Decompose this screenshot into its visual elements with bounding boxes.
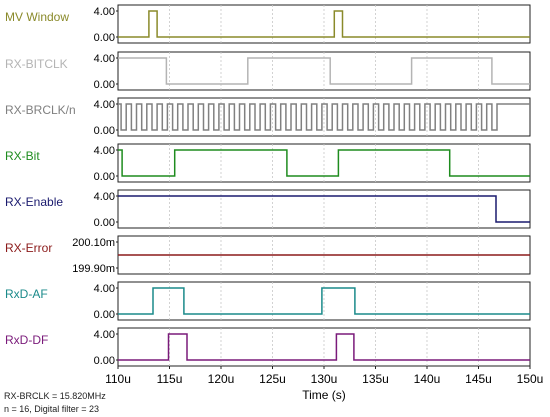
y-tick-bottom-rxd-df: 0.00 (94, 355, 115, 367)
x-tick-label: 125u (259, 372, 286, 386)
x-tick-label: 150u (517, 372, 544, 386)
signal-label-rx-bitclk: RX-BITCLK (5, 57, 68, 71)
y-tick-bottom-rx-bitclk: 0.00 (94, 79, 115, 91)
signal-label-rx-error: RX-Error (5, 241, 52, 255)
y-tick-bottom-rx-brclk-n: 0.00 (94, 125, 115, 137)
y-tick-top-rx-bit: 4.00 (94, 145, 115, 157)
signal-label-rx-enable: RX-Enable (5, 195, 63, 209)
x-tick-label: 115u (157, 372, 183, 386)
y-tick-top-rx-bitclk: 4.00 (94, 53, 115, 65)
signal-label-mv-window: MV Window (5, 10, 69, 24)
trace-mv-window (118, 10, 530, 38)
y-tick-top-rxd-df: 4.00 (94, 329, 115, 341)
note-brclk: RX-BRCLK = 15.820MHz (4, 391, 106, 401)
trace-rx-bitclk (118, 57, 530, 85)
x-axis-title: Time (s) (302, 388, 346, 402)
x-tick-label: 130u (311, 372, 338, 386)
y-tick-top-rx-brclk-n: 4.00 (94, 99, 115, 111)
trace-rxd-af (118, 287, 530, 315)
trace-rx-bit (118, 149, 530, 177)
signal-label-rxd-df: RxD-DF (5, 333, 48, 347)
x-tick-label: 145u (465, 372, 492, 386)
y-tick-bottom-rx-bit: 0.00 (94, 171, 115, 183)
x-tick-label: 140u (414, 372, 441, 386)
y-tick-bottom-rx-enable: 0.00 (94, 217, 115, 229)
trace-rxd-df (118, 333, 530, 361)
x-tick-label: 110u (105, 372, 131, 386)
y-tick-top-mv-window: 4.00 (94, 6, 115, 18)
x-tick-label: 135u (362, 372, 389, 386)
signal-label-rx-bit: RX-Bit (5, 149, 40, 163)
trace-rx-enable (118, 195, 530, 223)
trace-rx-brclk-n (118, 103, 530, 131)
note-filter: n = 16, Digital filter = 23 (4, 404, 100, 414)
y-tick-bottom-rxd-af: 0.00 (94, 309, 115, 321)
y-tick-top-rx-error: 200.10m (72, 237, 115, 249)
signal-label-rxd-af: RxD-AF (5, 287, 48, 301)
y-tick-bottom-mv-window: 0.00 (94, 32, 115, 44)
y-tick-top-rx-enable: 4.00 (94, 191, 115, 203)
y-tick-top-rxd-af: 4.00 (94, 283, 115, 295)
x-tick-label: 120u (208, 372, 235, 386)
signal-label-rx-brclk-n: RX-BRCLK/n (5, 103, 76, 117)
y-tick-bottom-rx-error: 199.90m (72, 263, 115, 275)
